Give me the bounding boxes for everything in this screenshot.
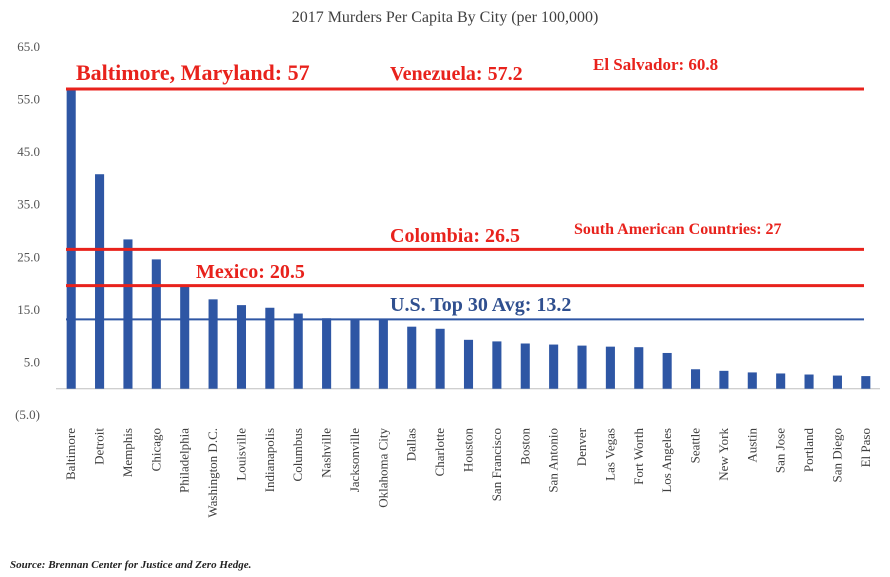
bar (322, 318, 332, 389)
source-note: Source: Brennan Center for Justice and Z… (10, 559, 251, 571)
y-tick-label: (5.0) (15, 407, 40, 422)
bar (577, 345, 587, 389)
bar (549, 344, 559, 389)
x-tick-label: Memphis (120, 428, 135, 477)
x-tick-label: Detroit (92, 428, 107, 465)
bar (293, 313, 303, 389)
bar (66, 89, 76, 389)
y-tick-label: 35.0 (17, 197, 40, 212)
x-tick-label: New York (716, 428, 731, 481)
x-tick-label: Dallas (404, 428, 419, 461)
bar (492, 341, 502, 389)
x-tick-label: Jacksonville (347, 428, 362, 492)
bar (520, 343, 530, 389)
bar (804, 374, 814, 389)
x-axis: Baltimore Detroit Memphis Chicago Philadelph… (63, 427, 873, 517)
x-tick-label: Nashville (319, 428, 334, 478)
x-tick-label: Baltimore (63, 428, 78, 480)
bar (690, 369, 701, 389)
x-tick-label: Indianapolis (262, 428, 277, 492)
bar (378, 319, 388, 389)
annotation-south-american-countries: South American Countries: 27 (574, 221, 782, 238)
x-tick-label: San Diego (829, 428, 844, 483)
x-tick-label: Charlotte (432, 428, 447, 477)
bar (208, 299, 218, 389)
y-tick-label: 45.0 (17, 144, 40, 159)
x-tick-label: San Francisco (489, 428, 504, 501)
bar (634, 347, 644, 389)
y-tick-label: 55.0 (17, 92, 40, 107)
bar (719, 370, 729, 389)
x-tick-label: Oklahoma City (375, 428, 390, 508)
annotation-us-top-30-avg: U.S. Top 30 Avg: 13.2 (390, 294, 571, 316)
bar (776, 373, 786, 389)
x-tick-label: Houston (461, 428, 476, 473)
x-tick-label: Louisville (233, 428, 248, 481)
y-tick-label: 5.0 (24, 354, 40, 369)
x-tick-label: Los Angeles (659, 428, 674, 493)
bar (435, 328, 445, 389)
y-tick-label: 25.0 (17, 249, 40, 264)
bar (236, 305, 247, 389)
y-tick-label: 15.0 (17, 302, 40, 317)
annotation-colombia: Colombia: 26.5 (390, 225, 520, 247)
x-tick-label: Seattle (688, 428, 703, 464)
reference-lines (66, 87, 864, 321)
bar (265, 307, 275, 389)
bar (662, 352, 672, 389)
x-tick-label: Boston (517, 428, 532, 465)
x-tick-label: Las Vegas (602, 428, 617, 481)
bar (747, 372, 757, 389)
bar (180, 286, 190, 389)
y-axis: (5.0) 5.0 15.0 25.0 35.0 45.0 55.0 65.0 (15, 39, 40, 422)
x-tick-label: San Antonio (546, 428, 561, 493)
bar-series (66, 89, 871, 389)
x-tick-label: Denver (574, 427, 589, 466)
bar (463, 339, 474, 389)
bar (832, 375, 842, 389)
bar (151, 259, 161, 389)
x-tick-label: Chicago (148, 428, 163, 471)
annotation-mexico: Mexico: 20.5 (196, 261, 305, 283)
annotation-el-salvador: El Salvador: 60.8 (593, 55, 718, 74)
bar (407, 326, 417, 389)
x-tick-label: El Paso (858, 428, 873, 467)
bar (861, 376, 871, 389)
bar (605, 346, 615, 389)
x-tick-label: Washington D.C. (205, 428, 220, 518)
bar (123, 239, 133, 389)
x-tick-label: Fort Worth (631, 428, 646, 485)
y-tick-label: 65.0 (17, 39, 40, 54)
annotation-baltimore: Baltimore, Maryland: 57 (76, 60, 310, 85)
x-tick-label: Columbus (290, 428, 305, 481)
x-tick-label: San Jose (773, 428, 788, 473)
x-tick-label: Portland (801, 428, 816, 473)
x-tick-label: Austin (744, 428, 759, 463)
x-tick-label: Philadelphia (177, 428, 192, 493)
bar (350, 319, 360, 389)
annotation-venezuela: Venezuela: 57.2 (390, 63, 523, 85)
bar (95, 174, 105, 389)
chart-title: 2017 Murders Per Capita By City (per 100… (292, 9, 599, 26)
